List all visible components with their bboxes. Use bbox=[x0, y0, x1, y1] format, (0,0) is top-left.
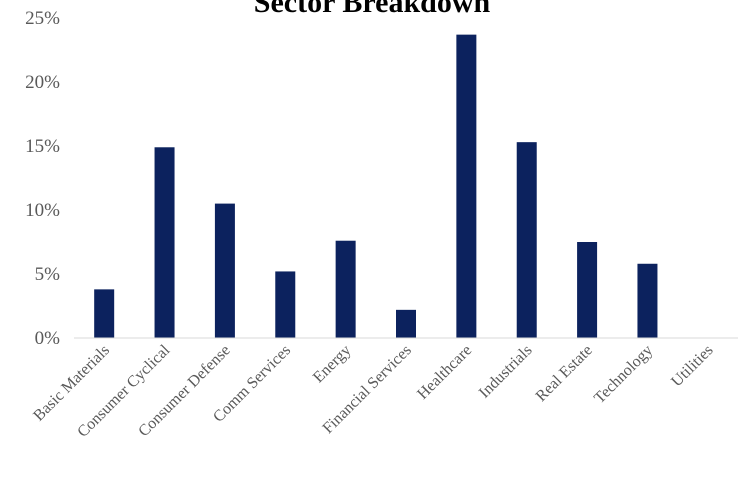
x-tick-label: Utilities bbox=[668, 342, 716, 390]
y-tick-label: 15% bbox=[25, 136, 60, 157]
x-tick-label: Industrials bbox=[476, 342, 536, 402]
bar bbox=[275, 271, 296, 338]
y-tick-label: 5% bbox=[35, 264, 61, 285]
y-axis-ticks: 0% 5% 10% 15% 20% 25% bbox=[25, 8, 60, 349]
bar bbox=[94, 289, 115, 338]
x-tick-label: Energy bbox=[310, 342, 354, 386]
y-tick-label: 0% bbox=[35, 328, 61, 349]
y-tick-label: 20% bbox=[25, 72, 60, 93]
x-tick-label: Healthcare bbox=[414, 342, 475, 403]
bar bbox=[214, 203, 235, 338]
bar bbox=[154, 147, 175, 338]
chart-title: Sector Breakdown bbox=[254, 0, 491, 19]
bar bbox=[516, 142, 537, 338]
bar bbox=[637, 263, 658, 338]
x-tick-label: Technology bbox=[591, 342, 656, 407]
y-tick-label: 25% bbox=[25, 8, 60, 29]
y-tick-label: 10% bbox=[25, 200, 60, 221]
bar bbox=[577, 242, 598, 338]
bar bbox=[456, 34, 477, 338]
bar bbox=[335, 240, 356, 338]
bars-group bbox=[94, 34, 658, 338]
bar bbox=[396, 309, 416, 338]
x-tick-label: Real Estate bbox=[533, 342, 596, 405]
